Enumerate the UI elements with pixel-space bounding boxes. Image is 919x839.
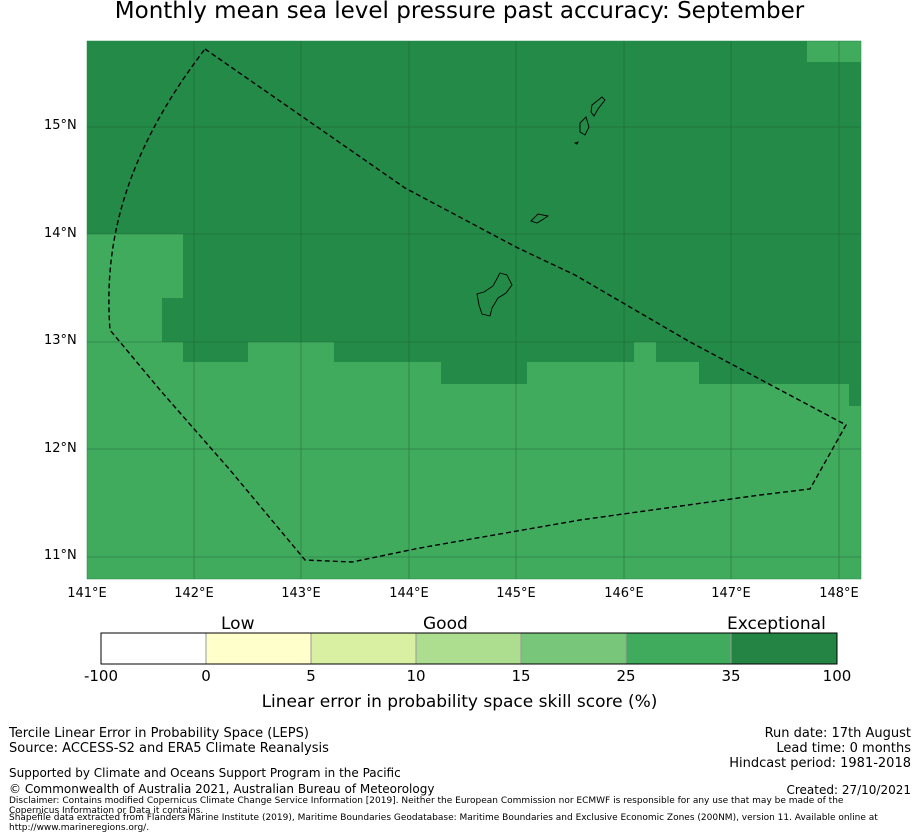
island-tinian [579,116,590,136]
region-good-patch [807,41,861,62]
colorbar-segment [520,632,627,665]
page-title: Monthly mean sea level pressure past acc… [114,0,805,24]
lat-tick: 11°N [44,548,77,563]
category-low: Low [221,614,255,634]
hindcast-period: Hindcast period: 1981-2018 [729,756,911,771]
colorbar [100,632,838,665]
map-frame [86,40,862,580]
region-exceptional [87,41,861,406]
lat-tick: 14°N [44,226,77,241]
eez-boundary [108,48,847,563]
shapefile-text: Shapefile data extracted from Flanders M… [9,813,878,833]
lat-tick: 15°N [44,118,77,133]
lat-tick: 12°N [44,441,77,456]
category-good: Good [423,614,468,634]
lon-tick: 147°E [711,586,751,601]
copyright-text: © Commonwealth of Australia 2021, Austra… [9,782,435,796]
island-guam [476,272,513,317]
colorbar-tick: 35 [721,667,741,685]
created-date: Created: 27/10/2021 [786,783,911,797]
colorbar-segment [310,632,417,665]
lon-tick: 143°E [281,586,321,601]
method-text: Tercile Linear Error in Probability Spac… [9,726,309,741]
support-text: Supported by Climate and Oceans Support … [9,766,401,780]
colorbar-tick: 0 [201,667,211,685]
colorbar-tick: -100 [83,667,119,685]
lead-time: Lead time: 0 months [776,741,911,756]
colorbar-tick: 100 [822,667,852,685]
skill-map [86,40,862,580]
colorbar-segment [205,632,312,665]
lat-tick: 13°N [44,333,77,348]
colorbar-tick: 5 [306,667,316,685]
lon-tick: 142°E [174,586,214,601]
colorbar-segment [100,632,207,665]
island-saipan [590,96,606,117]
colorbar-segment [625,632,732,665]
map-area [86,40,862,580]
category-exceptional: Exceptional [727,614,826,634]
gridlines [87,41,861,579]
islands [476,96,606,317]
colorbar-frame [100,632,838,665]
lon-tick: 145°E [496,586,536,601]
colorbar-segment [415,632,522,665]
colorbar-label: Linear error in probability space skill … [261,692,658,712]
colorbar-segment [730,632,838,665]
colorbar-tick: 25 [616,667,636,685]
lon-tick: 144°E [389,586,429,601]
source-text: Source: ACCESS-S2 and ERA5 Climate Reana… [9,741,329,756]
colorbar-tick: 15 [511,667,531,685]
lon-tick: 148°E [819,586,859,601]
island-rota [530,213,550,224]
run-date: Run date: 17th August [764,726,911,741]
lon-tick: 146°E [604,586,644,601]
island-aguijan [573,141,579,145]
colorbar-tick: 10 [406,667,426,685]
lon-tick: 141°E [67,586,107,601]
disclaimer-text: Disclaimer: Contains modified Copernicus… [9,796,844,816]
